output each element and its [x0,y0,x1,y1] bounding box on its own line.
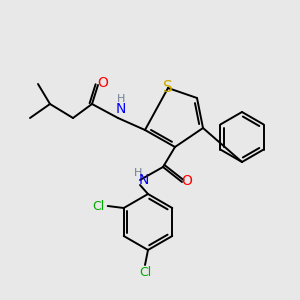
Text: N: N [139,173,149,187]
Text: H: H [134,168,142,178]
Text: H: H [117,94,125,104]
Text: O: O [182,174,192,188]
Text: N: N [116,102,126,116]
Text: S: S [163,80,173,95]
Text: O: O [98,76,108,90]
Text: Cl: Cl [93,200,105,212]
Text: Cl: Cl [139,266,151,278]
